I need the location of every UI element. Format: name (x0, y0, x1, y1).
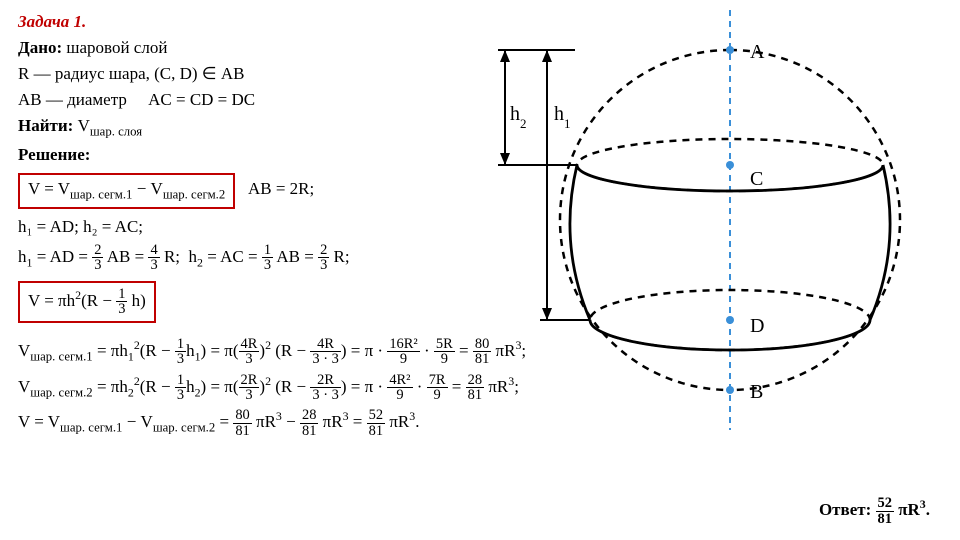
given-line: Дано: шаровой слой (18, 38, 498, 58)
formula-box-1: V = Vшар. сегм.1 − Vшар. сегм.2 (18, 173, 235, 208)
point-a-dot (726, 46, 734, 54)
find-line: Найти: Vшар. слоя (18, 116, 498, 139)
point-b-dot (726, 386, 734, 394)
answer-label: Ответ: (819, 500, 871, 519)
label-d: D (750, 315, 764, 337)
h1-arrow-top (542, 50, 552, 62)
h2-arrow-top (500, 50, 510, 62)
answer-line: Ответ: 5281 πR3. (819, 496, 930, 526)
label-b: B (750, 381, 763, 403)
ab-def-text: AB — диаметр (18, 90, 127, 109)
problem-title: Задача 1. (18, 12, 498, 32)
given-label: Дано: (18, 38, 62, 57)
h-calcs: h1 = AD = 23 AB = 43 R; h2 = AC = 13 AB … (18, 243, 498, 273)
barrel-right (870, 165, 890, 320)
sphere-diagram: h1 h2 A C D B (450, 10, 950, 430)
label-a: A (750, 41, 765, 63)
point-c-dot (726, 161, 734, 169)
ab-2r: AB = 2R; (248, 179, 314, 198)
h1-arrow-bot (542, 308, 552, 320)
given-text: шаровой слой (66, 38, 167, 57)
barrel-left (570, 165, 590, 320)
solution-label: Решение: (18, 145, 498, 165)
h1-label: h1 (554, 103, 571, 131)
formula-box-2: V = πh2(R − 13 h) (18, 281, 156, 323)
find-label: Найти: (18, 116, 73, 135)
formula-box-2-line: V = πh2(R − 13 h) (18, 279, 498, 325)
h2-label: h2 (510, 103, 527, 131)
h2-arrow-bot (500, 153, 510, 165)
formula-box-1-line: V = Vшар. сегм.1 − Vшар. сегм.2 AB = 2R; (18, 171, 498, 210)
ab-definition: AB — диаметр AC = CD = DC (18, 90, 498, 110)
r-definition: R — радиус шара, (C, D) ∈ AB (18, 64, 498, 84)
label-c: C (750, 168, 763, 190)
ac-eq: AC = CD = DC (148, 90, 255, 109)
h-defs: h₁ = AD; h₂ = AC; (18, 217, 498, 237)
sphere-front-arc (560, 50, 730, 390)
point-d-dot (726, 316, 734, 324)
sphere-back-arc (730, 50, 900, 390)
